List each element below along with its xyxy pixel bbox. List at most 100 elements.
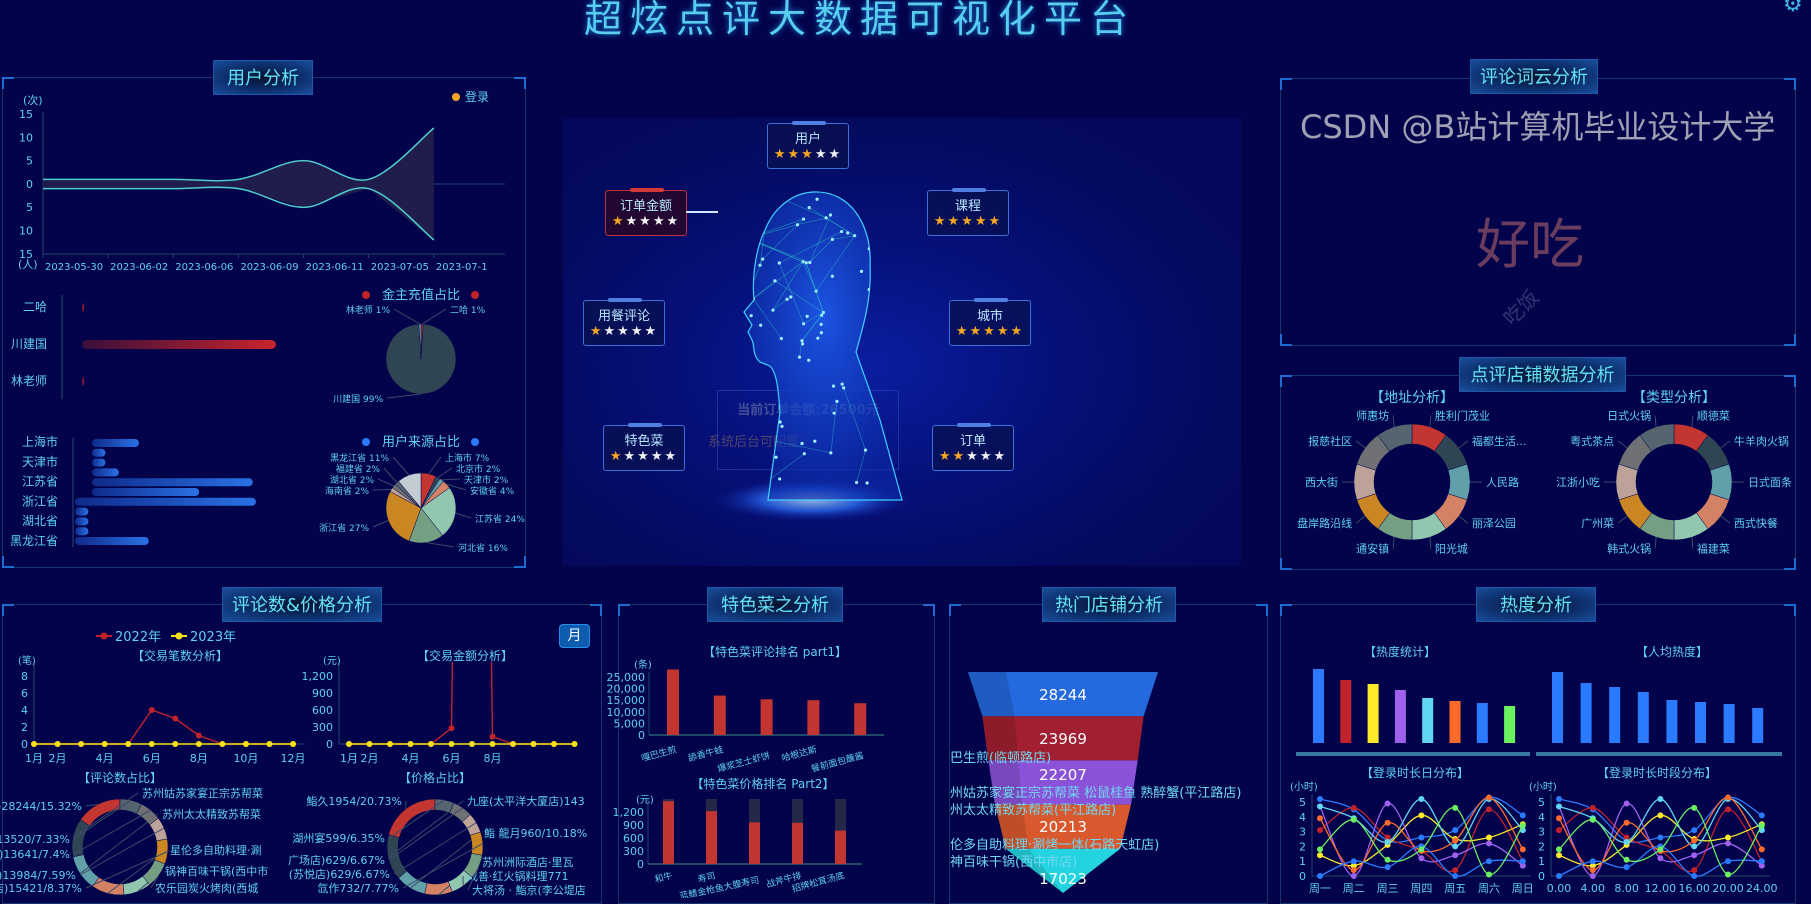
- slice-label: 粤式茶点: [1570, 434, 1614, 448]
- mesh-node: [765, 202, 768, 205]
- sponsor-bar: [82, 303, 84, 312]
- title-dot: [362, 438, 370, 446]
- x-tick-label: 周四: [1410, 882, 1432, 895]
- slice-label: 鮨久1954/20.73%: [306, 794, 402, 808]
- data-point: [1317, 827, 1323, 833]
- data-point: [1725, 840, 1731, 846]
- province-bar: [75, 498, 256, 506]
- slice-label: 川建国 99%: [333, 393, 383, 405]
- slice-label: 报慈社区: [1308, 434, 1352, 448]
- slice-label: 鮨 龍月960/10.18%: [484, 826, 587, 840]
- slice-label: 糖店)13520/7.33%: [0, 832, 70, 846]
- dish-comment-bar: [807, 700, 819, 735]
- mesh-node: [825, 216, 828, 219]
- data-point: [1520, 846, 1526, 852]
- x-tick-label: 6月: [443, 752, 461, 765]
- data-point: [1317, 803, 1323, 809]
- sponsor-bar: [82, 340, 276, 349]
- heat-bar: [1422, 698, 1433, 743]
- slice-label: 中心店)15421/8.37%: [0, 881, 82, 895]
- chart-title: 【登录时长日分布】: [1361, 765, 1469, 780]
- mesh-edge: [748, 198, 755, 238]
- data-point: [1725, 872, 1731, 878]
- chart-title: 【地址分析】: [1370, 390, 1454, 406]
- data-point: [1590, 805, 1596, 811]
- label-leader-line: [442, 479, 460, 480]
- x-tick-label: 8.00: [1614, 882, 1639, 895]
- x-tick-label: 1月: [25, 752, 43, 765]
- y-tick-label: 0: [21, 738, 28, 751]
- series-line-2022年: [34, 710, 293, 744]
- label-leader-line: [1721, 516, 1730, 523]
- bar-category-label: 湖北省: [22, 513, 58, 528]
- data-point: [1351, 805, 1357, 811]
- data-point: [1725, 806, 1731, 812]
- data-point: [510, 741, 516, 747]
- mesh-node: [802, 217, 805, 220]
- data-point: [1691, 843, 1697, 849]
- data-point: [346, 741, 352, 747]
- slice-label: 福都生活...: [1472, 434, 1527, 448]
- bar-category-label: 天津市: [22, 454, 58, 469]
- data-point: [1556, 796, 1562, 802]
- mesh-node: [807, 359, 810, 362]
- bar-category-label: 上海市: [22, 434, 58, 449]
- x-tick-label: 10月: [233, 752, 258, 765]
- slice-label: 湖州宴599/6.35%: [292, 831, 385, 845]
- heat-bar: [1313, 669, 1324, 743]
- avg-heat-bar: [1666, 700, 1677, 743]
- mesh-node: [831, 275, 834, 278]
- label-leader-line: [1459, 441, 1468, 448]
- pie-slice: [155, 839, 168, 864]
- x-tick-label: 2023-06-06: [175, 262, 233, 273]
- mesh-node: [778, 477, 781, 480]
- pie-slice: [470, 832, 483, 855]
- data-point: [367, 741, 373, 747]
- data-point: [449, 741, 455, 747]
- slice-label: 农乐园炭火烤肉(西城: [155, 881, 258, 895]
- dish-price-bar: [749, 822, 760, 864]
- x-tick-label: 4月: [96, 752, 114, 765]
- slice-label: 江苏省 24%: [475, 513, 525, 525]
- slice-label: 安徽省 4%: [470, 485, 515, 497]
- x-tick-label: 嘎巴生煎: [640, 743, 678, 764]
- label-leader-line: [373, 520, 388, 527]
- x-tick-label: 6月: [143, 752, 161, 765]
- mesh-node: [865, 481, 868, 484]
- province-bar: [75, 517, 88, 525]
- slice-label: 胜利门茂业: [1435, 408, 1490, 422]
- y-tick-label: 4: [1299, 811, 1306, 824]
- legend-dot-2023: [176, 633, 183, 640]
- y-tick-label: 4: [1538, 811, 1545, 824]
- mesh-node: [760, 428, 763, 431]
- legend-label: 2023年: [190, 630, 236, 645]
- data-point: [1657, 812, 1663, 818]
- y-tick-label: 5: [1538, 796, 1545, 809]
- login-line-lower: [43, 187, 434, 240]
- x-tick-label: 周一: [1309, 882, 1331, 895]
- data-point: [1556, 827, 1562, 833]
- x-tick-label: 蓝鳍金枪鱼大腹寿司: [679, 874, 761, 898]
- label-leader-line: [394, 309, 420, 324]
- chart-title: 【登录时长时段分布】: [1597, 765, 1717, 780]
- data-point: [172, 716, 178, 722]
- data-point: [102, 741, 108, 747]
- mesh-node: [759, 324, 762, 327]
- data-point: [1691, 837, 1697, 843]
- slice-label: 人民路: [1486, 476, 1519, 489]
- mesh-node: [846, 231, 849, 234]
- y-tick-label: 5: [26, 201, 33, 214]
- slice-label: 丽泽公园: [1472, 517, 1516, 530]
- x-tick-label: 2023-06-11: [306, 262, 364, 273]
- mesh-node: [855, 481, 858, 484]
- funnel-value-label: 22207: [1039, 766, 1087, 784]
- y-tick-label: 5,000: [614, 717, 646, 730]
- title-dot: [471, 438, 479, 446]
- bar-category-label: 川建国: [11, 337, 47, 351]
- y-tick-label: 1: [1299, 855, 1306, 868]
- x-tick-label: 8月: [484, 752, 502, 765]
- funnel-shop-label: 神百味干锅(西中市店): [950, 854, 1077, 870]
- slice-label: 日式面条: [1748, 475, 1792, 489]
- x-tick-label: 8月: [190, 752, 208, 765]
- y-unit-label: (条): [634, 658, 652, 671]
